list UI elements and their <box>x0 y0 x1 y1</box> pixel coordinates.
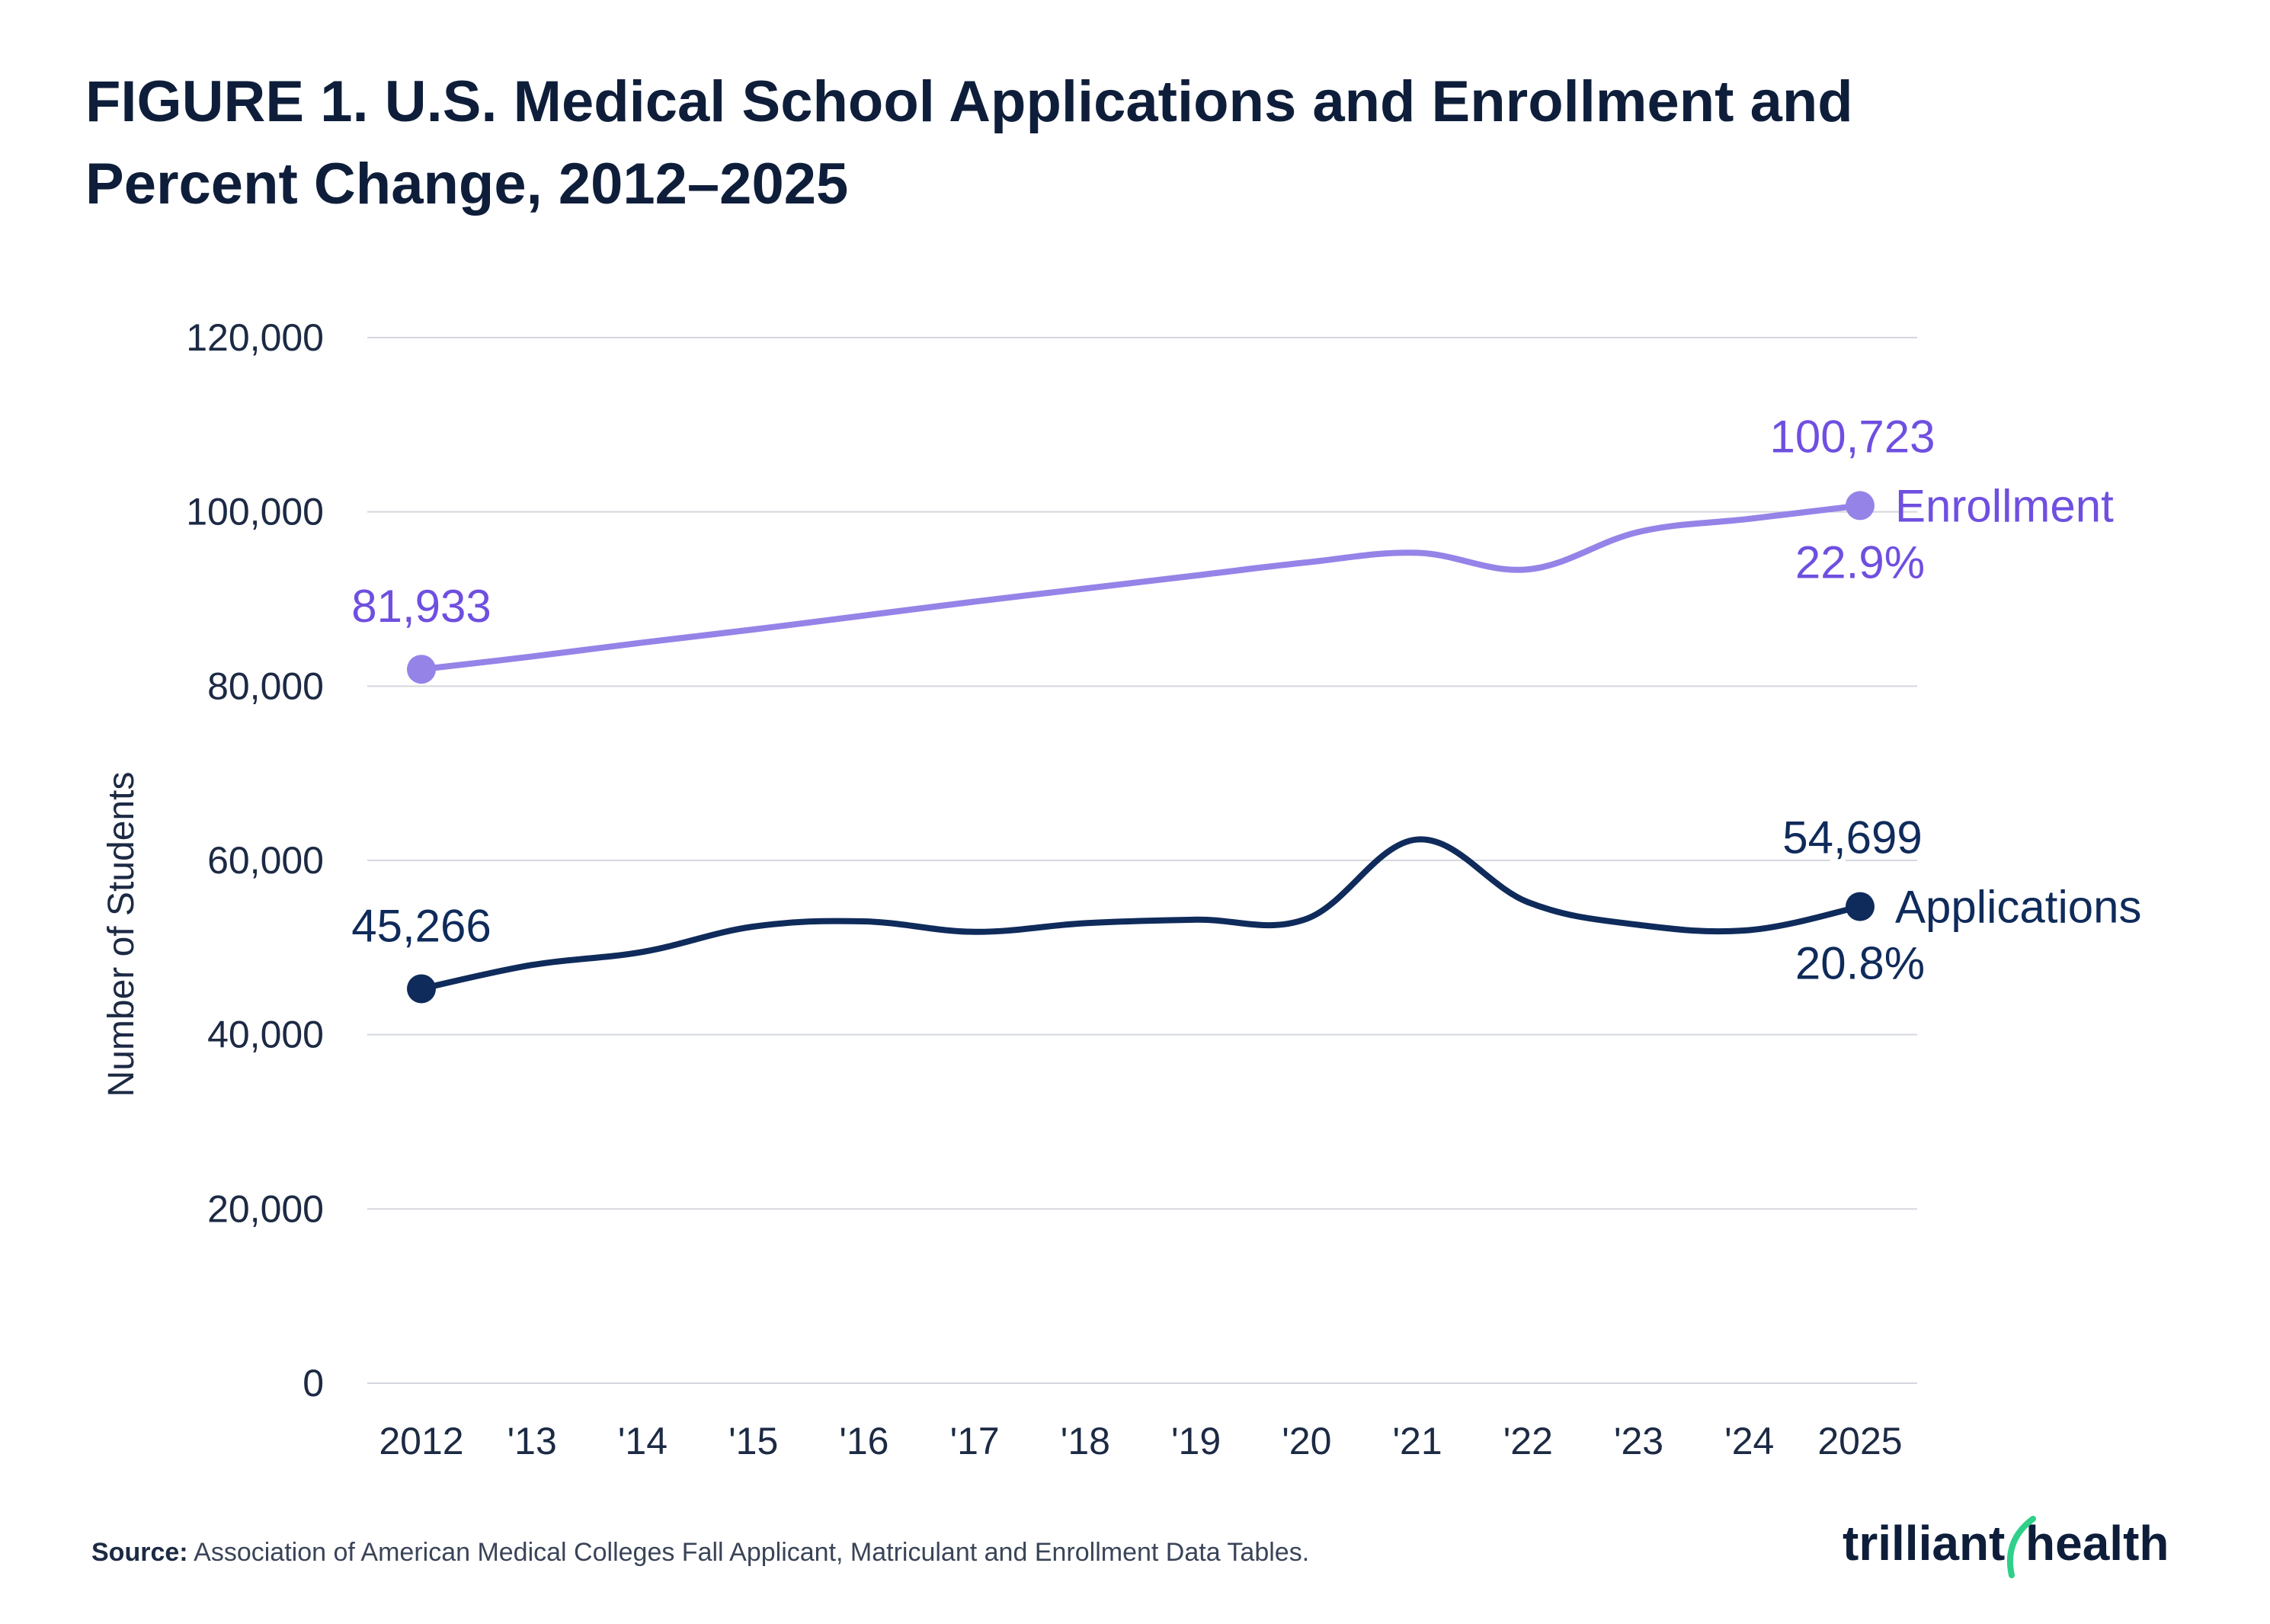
x-tick-label: 2012 <box>379 1420 463 1462</box>
source-label: Source: <box>91 1538 188 1567</box>
x-tick-label: '15 <box>728 1420 778 1462</box>
logo-text-left: trilliant <box>1843 1516 2005 1571</box>
enrollment-end-label: 100,723 <box>1770 411 1935 462</box>
enrollment-start-point <box>407 655 436 684</box>
y-tick-label: 120,000 <box>186 316 324 359</box>
x-tick-label: '20 <box>1282 1420 1331 1462</box>
enrollment-pct-label: 22.9% <box>1795 537 1925 588</box>
enrollment-start-label: 81,933 <box>351 581 491 632</box>
y-tick-label: 0 <box>303 1362 324 1405</box>
logo-swoosh-icon <box>2006 1516 2036 1578</box>
x-tick-label: '24 <box>1724 1420 1774 1462</box>
logo-graphic: trilliant health <box>1843 1516 2169 1578</box>
x-tick-label: '13 <box>507 1420 557 1462</box>
brand-logo: trilliant health <box>1843 1513 2208 1581</box>
source-note: Source: Association of American Medical … <box>91 1538 1309 1568</box>
x-tick-label: '19 <box>1171 1420 1221 1462</box>
x-tick-label: 2025 <box>1817 1420 1902 1462</box>
applications-end-point <box>1846 892 1875 921</box>
chart-title: FIGURE 1. U.S. Medical School Applicatio… <box>85 69 1853 216</box>
x-tick-label: '16 <box>839 1420 888 1462</box>
enrollment-series-label: Enrollment <box>1895 480 2114 531</box>
y-tick-label: 100,000 <box>186 491 324 533</box>
applications-start-label: 45,266 <box>351 900 491 951</box>
y-tick-label: 80,000 <box>207 665 324 707</box>
x-tick-label: '18 <box>1061 1420 1110 1462</box>
y-tick-label: 60,000 <box>207 839 324 882</box>
y-tick-label: 40,000 <box>207 1014 324 1056</box>
enrollment-line <box>418 502 1863 673</box>
x-tick-label: '23 <box>1614 1420 1663 1462</box>
logo-text-right: health <box>2025 1516 2169 1571</box>
applications-pct-label: 20.8% <box>1795 938 1925 989</box>
applications-series-label: Applications <box>1895 882 2142 933</box>
x-tick-label: '22 <box>1503 1420 1553 1462</box>
applications-start-point <box>407 974 436 1004</box>
y-tick-label: 20,000 <box>207 1187 324 1230</box>
x-tick-label: '17 <box>950 1420 1000 1462</box>
source-text: Association of American Medical Colleges… <box>187 1538 1310 1567</box>
applications-line <box>418 836 1863 992</box>
x-tick-label: '21 <box>1392 1420 1442 1462</box>
enrollment-end-point <box>1846 491 1875 521</box>
applications-end-label: 54,699 <box>1782 812 1923 863</box>
y-axis-label: Number of Students <box>101 772 142 1097</box>
x-tick-label: '14 <box>618 1420 668 1462</box>
